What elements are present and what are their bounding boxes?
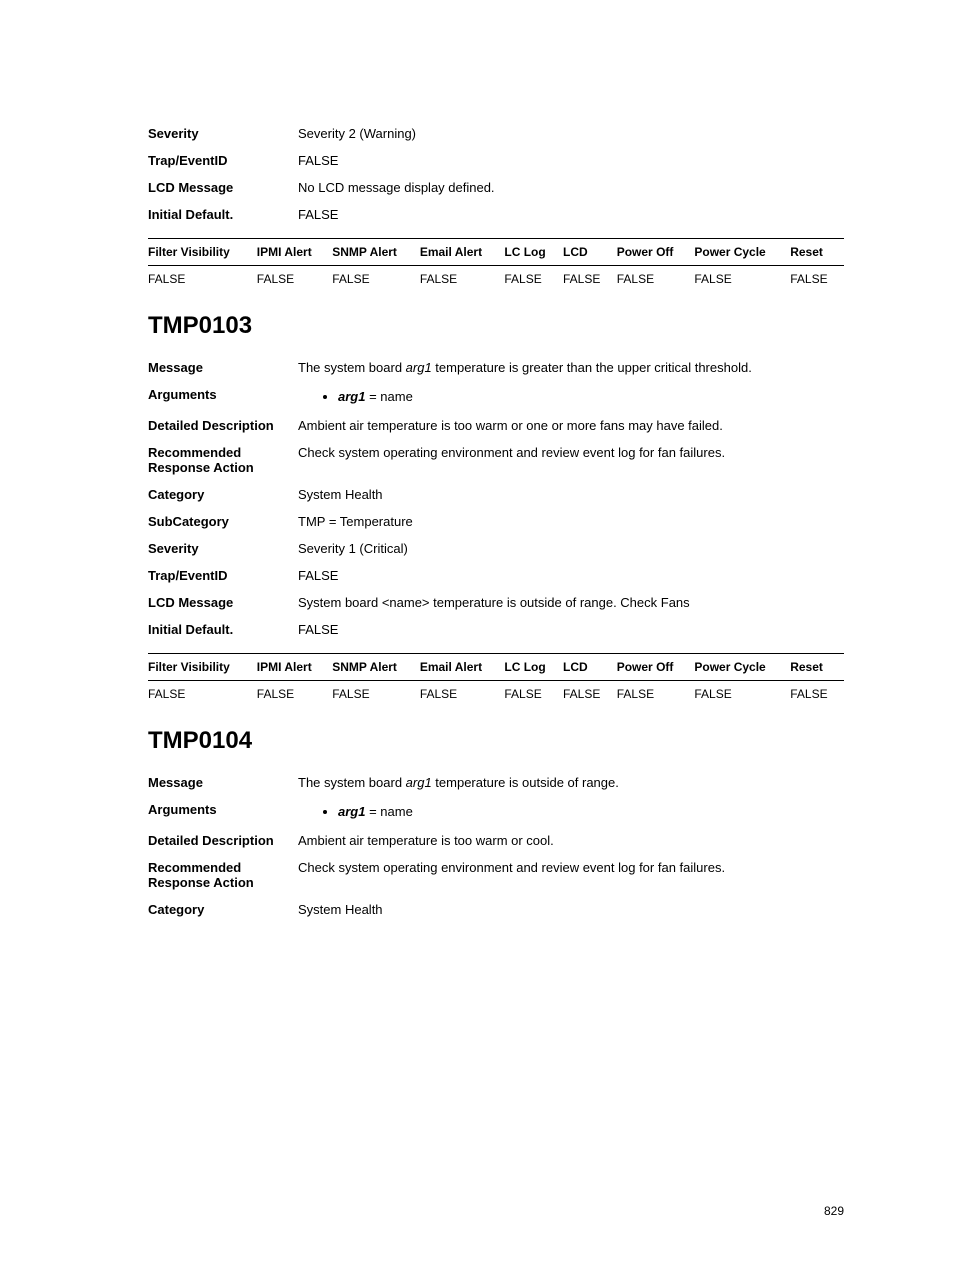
filter-table-2: Filter Visibility IPMI Alert SNMP Alert … [148,653,844,707]
cell: FALSE [617,266,695,293]
label-trap-eventid: Trap/EventID [148,562,298,589]
cell: FALSE [694,681,790,708]
definition-block-tmp0103: Message The system board arg1 temperatur… [148,354,844,643]
value-lcd-message: System board <name> temperature is outsi… [298,589,844,616]
cell: FALSE [148,681,257,708]
label-recommended-response-action: Recommended Response Action [148,854,298,896]
value-trap-eventid: FALSE [298,147,844,174]
value-initial-default: FALSE [298,616,844,643]
label-initial-default: Initial Default. [148,616,298,643]
col-reset: Reset [790,239,844,266]
page-number: 829 [824,1204,844,1218]
col-lcd: LCD [563,239,617,266]
label-initial-default: Initial Default. [148,201,298,228]
value-subcategory: TMP = Temperature [298,508,844,535]
page-container: Severity Severity 2 (Warning) Trap/Event… [0,0,954,1268]
value-category: System Health [298,896,844,923]
value-detailed-description: Ambient air temperature is too warm or o… [298,412,844,439]
col-ipmi-alert: IPMI Alert [257,654,332,681]
cell: FALSE [563,681,617,708]
value-severity: Severity 2 (Warning) [298,120,844,147]
label-detailed-description: Detailed Description [148,412,298,439]
col-lcd: LCD [563,654,617,681]
label-lcd-message: LCD Message [148,589,298,616]
value-recommended-response-action: Check system operating environment and r… [298,854,844,896]
label-category: Category [148,896,298,923]
label-lcd-message: LCD Message [148,174,298,201]
value-recommended-response-action: Check system operating environment and r… [298,439,844,481]
arg-name: arg1 [338,804,365,819]
cell: FALSE [694,266,790,293]
cell: FALSE [332,681,420,708]
heading-tmp0103: TMP0103 [148,312,844,340]
col-snmp-alert: SNMP Alert [332,239,420,266]
table-row: FALSE FALSE FALSE FALSE FALSE FALSE FALS… [148,681,844,708]
col-ipmi-alert: IPMI Alert [257,239,332,266]
filter-table-1: Filter Visibility IPMI Alert SNMP Alert … [148,238,844,292]
cell: FALSE [332,266,420,293]
col-filter-visibility: Filter Visibility [148,654,257,681]
value-arguments: arg1 = name [298,796,844,827]
label-severity: Severity [148,120,298,147]
col-power-cycle: Power Cycle [694,654,790,681]
arg-val: name [380,389,413,404]
message-pre: The system board [298,775,406,790]
col-email-alert: Email Alert [420,654,505,681]
value-arguments: arg1 = name [298,381,844,412]
cell: FALSE [257,266,332,293]
message-pre: The system board [298,360,406,375]
message-post: temperature is outside of range. [432,775,619,790]
label-severity: Severity [148,535,298,562]
value-detailed-description: Ambient air temperature is too warm or c… [298,827,844,854]
arg-name: arg1 [338,389,365,404]
label-trap-eventid: Trap/EventID [148,147,298,174]
label-message: Message [148,769,298,796]
cell: FALSE [420,681,505,708]
col-power-off: Power Off [617,654,695,681]
value-trap-eventid: FALSE [298,562,844,589]
cell: FALSE [790,681,844,708]
label-subcategory: SubCategory [148,508,298,535]
arg-eq: = [365,804,380,819]
cell: FALSE [617,681,695,708]
label-recommended-response-action: Recommended Response Action [148,439,298,481]
label-arguments: Arguments [148,796,298,827]
heading-tmp0104: TMP0104 [148,727,844,755]
value-severity: Severity 1 (Critical) [298,535,844,562]
value-message: The system board arg1 temperature is out… [298,769,844,796]
label-category: Category [148,481,298,508]
arg-eq: = [365,389,380,404]
col-snmp-alert: SNMP Alert [332,654,420,681]
label-message: Message [148,354,298,381]
cell: FALSE [790,266,844,293]
cell: FALSE [504,266,563,293]
col-lc-log: LC Log [504,654,563,681]
argument-item: arg1 = name [338,389,844,404]
col-lc-log: LC Log [504,239,563,266]
cell: FALSE [148,266,257,293]
value-message: The system board arg1 temperature is gre… [298,354,844,381]
label-detailed-description: Detailed Description [148,827,298,854]
definition-block-1: Severity Severity 2 (Warning) Trap/Event… [148,120,844,228]
cell: FALSE [420,266,505,293]
value-initial-default: FALSE [298,201,844,228]
argument-item: arg1 = name [338,804,844,819]
message-arg: arg1 [406,360,432,375]
value-category: System Health [298,481,844,508]
col-filter-visibility: Filter Visibility [148,239,257,266]
table-row: FALSE FALSE FALSE FALSE FALSE FALSE FALS… [148,266,844,293]
arg-val: name [380,804,413,819]
message-arg: arg1 [406,775,432,790]
col-power-off: Power Off [617,239,695,266]
col-email-alert: Email Alert [420,239,505,266]
col-reset: Reset [790,654,844,681]
label-arguments: Arguments [148,381,298,412]
cell: FALSE [563,266,617,293]
cell: FALSE [257,681,332,708]
definition-block-tmp0104: Message The system board arg1 temperatur… [148,769,844,923]
col-power-cycle: Power Cycle [694,239,790,266]
value-lcd-message: No LCD message display defined. [298,174,844,201]
cell: FALSE [504,681,563,708]
message-post: temperature is greater than the upper cr… [432,360,752,375]
